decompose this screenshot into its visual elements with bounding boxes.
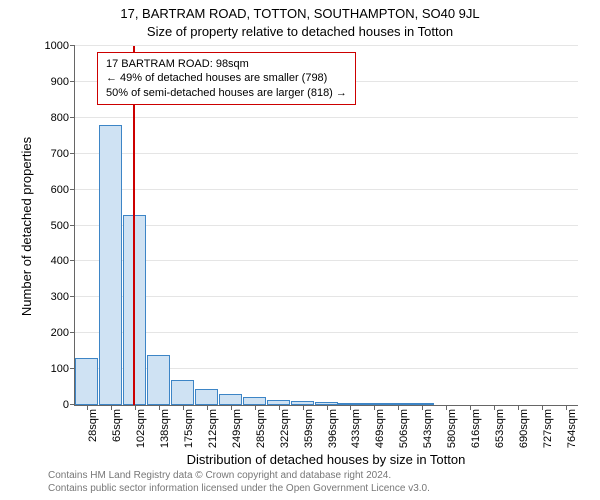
y-tick-label: 300 [51,291,69,303]
gridline [75,225,578,226]
gridline [75,189,578,190]
y-tick-label: 900 [51,76,69,88]
plot-area: 0100200300400500600700800900100028sqm65s… [74,46,578,406]
annotation-line: ← 49% of detached houses are smaller (79… [106,71,347,85]
bar [75,358,98,405]
bar [219,394,242,405]
gridline [75,296,578,297]
gridline [75,117,578,118]
bar [99,125,122,405]
gridline [75,45,578,46]
x-axis-label: Distribution of detached houses by size … [74,452,578,467]
footer-line-2: Contains public sector information licen… [48,483,430,496]
footer-line-1: Contains HM Land Registry data © Crown c… [48,470,430,483]
y-tick-label: 200 [51,327,69,339]
chart-subtitle: Size of property relative to detached ho… [0,24,600,39]
y-tick-label: 500 [51,220,69,232]
chart-title: 17, BARTRAM ROAD, TOTTON, SOUTHAMPTON, S… [0,6,600,21]
y-axis-label: Number of detached properties [20,46,34,406]
bar [123,215,146,405]
bar [195,389,218,405]
annotation-title: 17 BARTRAM ROAD: 98sqm [106,57,347,71]
gridline [75,260,578,261]
bar [243,397,266,405]
bar [147,355,170,405]
y-tick-label: 1000 [45,40,69,52]
y-tick-label: 700 [51,148,69,160]
footer-attribution: Contains HM Land Registry data © Crown c… [48,470,430,495]
gridline [75,332,578,333]
annotation-line: 50% of semi-detached houses are larger (… [106,86,347,100]
y-tick-label: 400 [51,255,69,267]
bar [171,380,194,405]
y-tick-label: 100 [51,363,69,375]
annotation-box: 17 BARTRAM ROAD: 98sqm← 49% of detached … [97,52,356,105]
y-tick-label: 600 [51,184,69,196]
gridline [75,153,578,154]
y-tick-label: 0 [63,399,69,411]
y-tick-label: 800 [51,112,69,124]
